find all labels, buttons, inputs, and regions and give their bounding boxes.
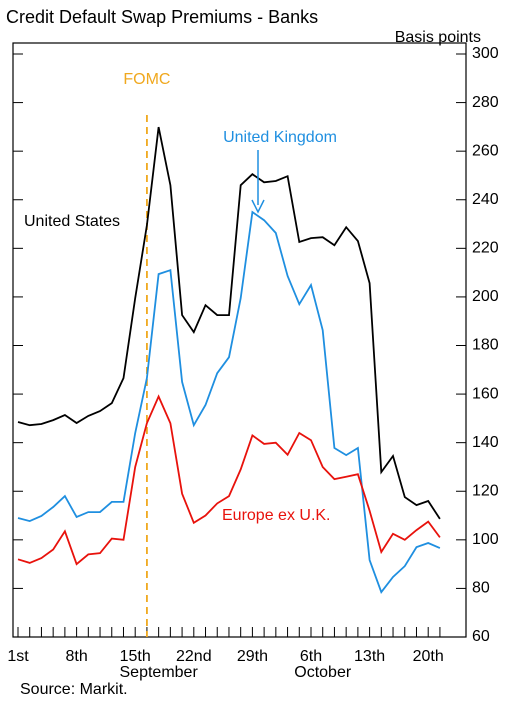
source-note: Source: Markit.: [20, 681, 128, 698]
y-tick-label: 60: [472, 628, 490, 645]
y-axis-label: Basis points: [395, 29, 481, 46]
x-tick-label: 6th: [300, 648, 322, 665]
series-label: Europe ex U.K.: [222, 507, 331, 524]
y-tick-label: 300: [472, 45, 499, 62]
y-tick-label: 220: [472, 240, 499, 257]
series-label: United States: [24, 213, 120, 230]
x-tick-label: 1st: [7, 648, 29, 665]
x-group-label: October: [294, 664, 352, 681]
plot-frame: [12, 42, 467, 638]
label-arrowhead: [251, 199, 265, 214]
x-group-label: September: [120, 664, 199, 681]
event-label: FOMC: [123, 71, 170, 88]
y-tick-label: 140: [472, 434, 499, 451]
series-label: United Kingdom: [223, 129, 337, 146]
y-tick-label: 120: [472, 482, 499, 499]
chart-title: Credit Default Swap Premiums - Banks: [6, 7, 318, 27]
series-line: [17, 394, 441, 566]
series-line: [17, 126, 441, 520]
x-tick-label: 8th: [65, 648, 87, 665]
x-tick-label: 29th: [237, 648, 268, 665]
y-tick-label: 80: [472, 580, 490, 597]
x-tick-label: 20th: [413, 648, 444, 665]
x-tick-label: 13th: [354, 648, 385, 665]
y-tick-label: 100: [472, 531, 499, 548]
y-tick-label: 280: [472, 94, 499, 111]
series-line: [17, 210, 441, 594]
y-tick-label: 260: [472, 142, 499, 159]
x-tick-label: 22nd: [176, 648, 212, 665]
y-tick-label: 240: [472, 191, 499, 208]
y-tick-label: 160: [472, 385, 499, 402]
x-tick-label: 15th: [120, 648, 151, 665]
y-tick-label: 200: [472, 288, 499, 305]
y-tick-label: 180: [472, 337, 499, 354]
